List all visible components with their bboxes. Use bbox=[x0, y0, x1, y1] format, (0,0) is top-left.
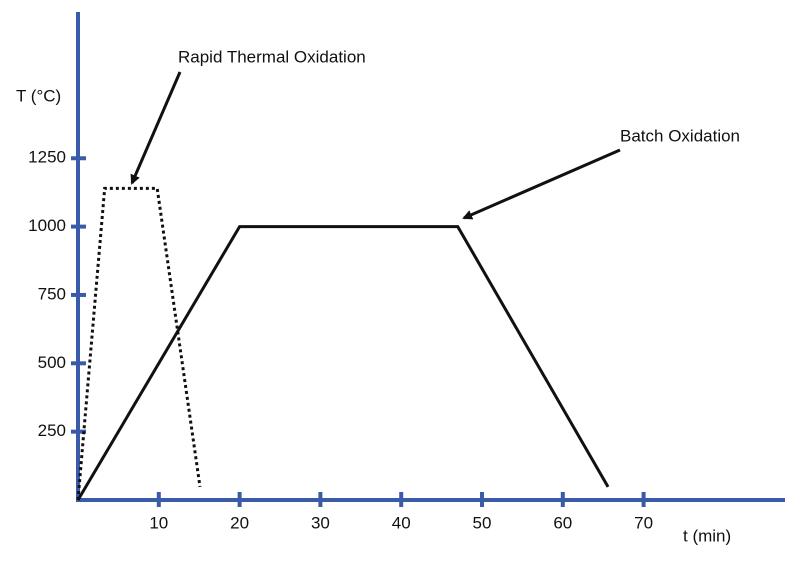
y-tick-label: 1000 bbox=[28, 216, 66, 235]
annotation: Rapid Thermal Oxidation bbox=[178, 47, 366, 66]
y-tick-label: 500 bbox=[38, 353, 66, 372]
y-axis-label: T (°C) bbox=[16, 86, 61, 105]
x-tick-label: 70 bbox=[634, 513, 653, 532]
x-tick-label: 30 bbox=[311, 513, 330, 532]
line bbox=[76, 186, 202, 501]
line bbox=[76, 225, 610, 501]
x-tick-label: 20 bbox=[230, 513, 249, 532]
x-tick-label: 50 bbox=[473, 513, 492, 532]
annotation-arrow bbox=[130, 71, 182, 185]
x-axis-label: t (min) bbox=[683, 526, 731, 545]
x-tick-label: 60 bbox=[553, 513, 572, 532]
y-tick-label: 1250 bbox=[28, 148, 66, 167]
x-tick-label: 10 bbox=[149, 513, 168, 532]
annotation: Batch Oxidation bbox=[620, 126, 740, 145]
x-tick-label: 40 bbox=[392, 513, 411, 532]
y-tick-label: 750 bbox=[38, 284, 66, 303]
annotation-arrow bbox=[462, 148, 621, 220]
y-tick-label: 250 bbox=[38, 421, 66, 440]
